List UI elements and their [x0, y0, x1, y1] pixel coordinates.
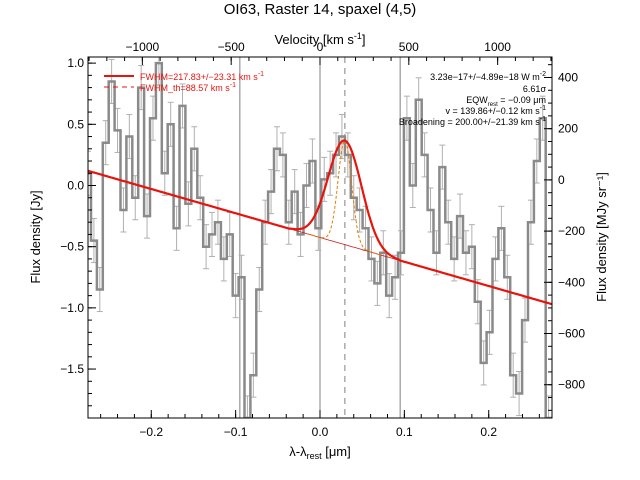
fit-line: [88, 139, 552, 306]
annotation-flux: 3.23e−17+/−4.89e−18 W m: [430, 72, 540, 82]
top-axis-label-end: ]: [362, 32, 366, 47]
x-tick-label: 0.0: [312, 425, 329, 439]
x-axis-label: λ-λrest [μm]: [289, 444, 351, 461]
svg-text:Broadening = 200.00+/−21.39 km: Broadening = 200.00+/−21.39 km s-1: [399, 116, 546, 127]
y-tick-label: 0.0: [67, 178, 84, 192]
svg-text:λ-λrest [μm]: λ-λrest [μm]: [289, 444, 351, 461]
y-tick-label: −0.5: [60, 240, 84, 254]
y-tick-label: −1.5: [60, 362, 84, 376]
y-right-tick-label: 200: [558, 122, 578, 136]
svg-text:FWHM=217.83+/−23.31 km s-1: FWHM=217.83+/−23.31 km s-1: [140, 71, 264, 82]
top-tick-label: −1000: [126, 40, 160, 54]
legend-label-thermal: FWHM_th=88.57 km s: [140, 83, 230, 93]
top-tick-label: 1000: [484, 40, 511, 54]
x-tick-label: 0.1: [396, 425, 413, 439]
x-tick-label: 0.2: [480, 425, 497, 439]
y-tick-label: −1.0: [60, 301, 84, 315]
x-axis-label-text: λ-λ: [289, 444, 307, 459]
svg-text:EQWrest = −0.09 μm: EQWrest = −0.09 μm: [466, 95, 546, 108]
top-axis-label-text: Velocity [km s: [274, 32, 354, 47]
y-axis-label-right: Flux density [MJy sr⁻¹]: [594, 172, 609, 302]
annotation-broadening-sup: -1: [540, 116, 546, 123]
axes: −0.2 −0.1 0.0 0.1 0.2 −1.5 −1.0 −0.5 0.0 0.5 1.0 −8…: [60, 40, 585, 439]
legend-label-thermal-sup: -1: [230, 82, 236, 89]
spectrum-series: [88, 61, 552, 418]
legend: FWHM=217.83+/−23.31 km s-1 FWHM_th=88.57…: [104, 71, 264, 93]
annotation-significance: 6.61σ: [523, 84, 547, 94]
annotation-eqw: EQW: [466, 95, 488, 105]
y-tick-label: 0.5: [67, 117, 84, 131]
top-tick-label: 0: [317, 40, 324, 54]
x-axis-label-unit: [μm]: [322, 444, 351, 459]
annotation-broadening: Broadening = 200.00+/−21.39 km s: [399, 117, 540, 127]
y-axis-label: Flux density [Jy]: [28, 190, 43, 283]
spectrum-line: [88, 61, 552, 418]
y-tick-label: 1.0: [67, 56, 84, 70]
x-axis-label-sub: rest: [307, 451, 323, 461]
annotation-velocity-sup: -1: [540, 105, 546, 112]
y-right-tick-label: 400: [558, 70, 578, 84]
fit-series: [88, 139, 552, 306]
top-tick-label: 500: [399, 40, 419, 54]
annotation-eqw-value: = −0.09 μm: [498, 95, 546, 105]
x-tick-label: −0.1: [224, 425, 248, 439]
y-right-tick-label: −400: [558, 275, 585, 289]
annotation-flux-sup: -2: [540, 71, 546, 78]
svg-text:v = 139.86+/−0.12 km s-1: v = 139.86+/−0.12 km s-1: [445, 105, 546, 116]
y-right-tick-label: −600: [558, 327, 585, 341]
y-right-tick-label: −200: [558, 224, 585, 238]
annotation-eqw-sub: rest: [488, 102, 498, 108]
fit-annotations: 3.23e−17+/−4.89e−18 W m-2 6.61σ EQWrest …: [399, 71, 547, 127]
annotation-velocity: v = 139.86+/−0.12 km s: [445, 106, 540, 116]
legend-label-fit: FWHM=217.83+/−23.31 km s: [140, 72, 258, 82]
chart-title: OI63, Raster 14, spaxel (4,5): [224, 1, 417, 18]
thermal-profile: [306, 139, 383, 256]
top-axis-label: Velocity [km s-1]: [274, 31, 365, 47]
svg-text:Velocity [km s-1]: Velocity [km s-1]: [274, 31, 365, 47]
top-axis-label-sup: -1: [354, 31, 362, 41]
y-right-tick-label: −800: [558, 378, 585, 392]
top-tick-label: −500: [218, 40, 245, 54]
x-tick-label: −0.2: [139, 425, 163, 439]
y-right-tick-label: 0: [558, 173, 565, 187]
legend-label-fit-sup: -1: [258, 71, 264, 78]
svg-text:FWHM_th=88.57 km s-1: FWHM_th=88.57 km s-1: [140, 82, 236, 93]
svg-text:3.23e−17+/−4.89e−18 W m-2: 3.23e−17+/−4.89e−18 W m-2: [430, 71, 546, 82]
